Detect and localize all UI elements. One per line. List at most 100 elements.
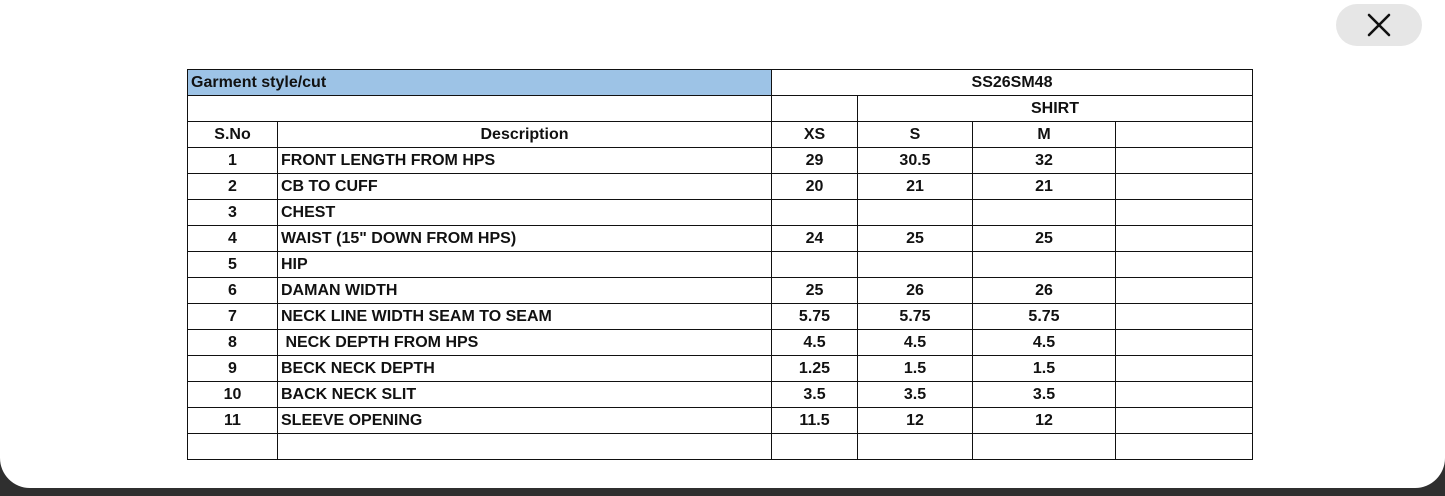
cell bbox=[771, 95, 858, 122]
cell: 20 bbox=[771, 173, 858, 200]
cell: 7 bbox=[187, 303, 278, 330]
cell: 25 bbox=[972, 225, 1116, 252]
header-cell: S.No bbox=[187, 121, 278, 148]
cell: 21 bbox=[972, 173, 1116, 200]
cell: 4.5 bbox=[857, 329, 973, 356]
cell: 4.5 bbox=[771, 329, 858, 356]
cell bbox=[1115, 355, 1253, 382]
cell: 3.5 bbox=[771, 381, 858, 408]
cell: 4.5 bbox=[972, 329, 1116, 356]
close-icon bbox=[1367, 13, 1391, 37]
header-row: S.No Description XS S M bbox=[187, 121, 1253, 148]
cell bbox=[1115, 251, 1253, 278]
cell: 1.25 bbox=[771, 355, 858, 382]
cell: 1.5 bbox=[857, 355, 973, 382]
cell bbox=[1115, 433, 1253, 460]
data-row: 5 HIP bbox=[187, 251, 1253, 278]
data-row: 3 CHEST bbox=[187, 199, 1253, 226]
description: BECK NECK DEPTH bbox=[277, 355, 772, 382]
cell bbox=[771, 199, 858, 226]
cell: 5 bbox=[187, 251, 278, 278]
cell: 11 bbox=[187, 407, 278, 434]
cell bbox=[972, 251, 1116, 278]
cell: 12 bbox=[972, 407, 1116, 434]
description: DAMAN WIDTH bbox=[277, 277, 772, 304]
cell bbox=[1115, 121, 1253, 148]
cell: 6 bbox=[187, 277, 278, 304]
cell bbox=[1115, 303, 1253, 330]
cell: 25 bbox=[771, 277, 858, 304]
cell: 1.5 bbox=[972, 355, 1116, 382]
data-row: 2 CB TO CUFF 20 21 21 bbox=[187, 173, 1253, 200]
category-row: SHIRT bbox=[187, 95, 1253, 122]
cell: 29 bbox=[771, 147, 858, 174]
cell bbox=[1115, 147, 1253, 174]
cell: 10 bbox=[187, 381, 278, 408]
description: WAIST (15" DOWN FROM HPS) bbox=[277, 225, 772, 252]
cell bbox=[1115, 277, 1253, 304]
category: SHIRT bbox=[857, 95, 1253, 122]
cell bbox=[1115, 381, 1253, 408]
cell: 4 bbox=[187, 225, 278, 252]
header-cell: Description bbox=[277, 121, 772, 148]
cell: 24 bbox=[771, 225, 858, 252]
description: CHEST bbox=[277, 199, 772, 226]
title-row: Garment style/cut SS26SM48 bbox=[187, 69, 1253, 96]
data-row: 10 BACK NECK SLIT 3.5 3.5 3.5 bbox=[187, 381, 1253, 408]
description: SLEEVE OPENING bbox=[277, 407, 772, 434]
cell bbox=[771, 251, 858, 278]
cell: 1 bbox=[187, 147, 278, 174]
cell: 26 bbox=[857, 277, 973, 304]
description: NECK LINE WIDTH SEAM TO SEAM bbox=[277, 303, 772, 330]
data-row: 4 WAIST (15" DOWN FROM HPS) 24 25 25 bbox=[187, 225, 1253, 252]
close-button[interactable] bbox=[1336, 4, 1422, 46]
cell: 25 bbox=[857, 225, 973, 252]
cell bbox=[1115, 329, 1253, 356]
data-row: 6 DAMAN WIDTH 25 26 26 bbox=[187, 277, 1253, 304]
cell: 3.5 bbox=[857, 381, 973, 408]
cell bbox=[857, 199, 973, 226]
cell bbox=[1115, 225, 1253, 252]
cell bbox=[972, 433, 1116, 460]
header-cell: XS bbox=[771, 121, 858, 148]
cell: 5.75 bbox=[771, 303, 858, 330]
cell bbox=[857, 251, 973, 278]
data-row: 9 BECK NECK DEPTH 1.25 1.5 1.5 bbox=[187, 355, 1253, 382]
cell bbox=[1115, 407, 1253, 434]
cell: 5.75 bbox=[857, 303, 973, 330]
cell: 8 bbox=[187, 329, 278, 356]
cell bbox=[1115, 199, 1253, 226]
cell: 32 bbox=[972, 147, 1116, 174]
data-row: 1 FRONT LENGTH FROM HPS 29 30.5 32 bbox=[187, 147, 1253, 174]
description: NECK DEPTH FROM HPS bbox=[277, 329, 772, 356]
description: HIP bbox=[277, 251, 772, 278]
cell: 3.5 bbox=[972, 381, 1116, 408]
cell: 3 bbox=[187, 199, 278, 226]
data-row: 11 SLEEVE OPENING 11.5 12 12 bbox=[187, 407, 1253, 434]
header-cell: M bbox=[972, 121, 1116, 148]
description: FRONT LENGTH FROM HPS bbox=[277, 147, 772, 174]
style-code: SS26SM48 bbox=[771, 69, 1253, 96]
size-table: Garment style/cut SS26SM48 SHIRT S.No Des… bbox=[187, 69, 1253, 460]
title-label: Garment style/cut bbox=[187, 69, 772, 96]
cell: 26 bbox=[972, 277, 1116, 304]
cell bbox=[857, 433, 973, 460]
cell: 2 bbox=[187, 173, 278, 200]
data-row: 7 NECK LINE WIDTH SEAM TO SEAM 5.75 5.75 5.7… bbox=[187, 303, 1253, 330]
empty-row bbox=[187, 433, 1253, 460]
cell bbox=[187, 95, 772, 122]
cell: 11.5 bbox=[771, 407, 858, 434]
cell: 21 bbox=[857, 173, 973, 200]
header-cell: S bbox=[857, 121, 973, 148]
description: CB TO CUFF bbox=[277, 173, 772, 200]
cell: 9 bbox=[187, 355, 278, 382]
cell: 5.75 bbox=[972, 303, 1116, 330]
cell bbox=[187, 433, 278, 460]
cell: 12 bbox=[857, 407, 973, 434]
cell bbox=[277, 433, 772, 460]
cell bbox=[771, 433, 858, 460]
cell: 30.5 bbox=[857, 147, 973, 174]
description: BACK NECK SLIT bbox=[277, 381, 772, 408]
